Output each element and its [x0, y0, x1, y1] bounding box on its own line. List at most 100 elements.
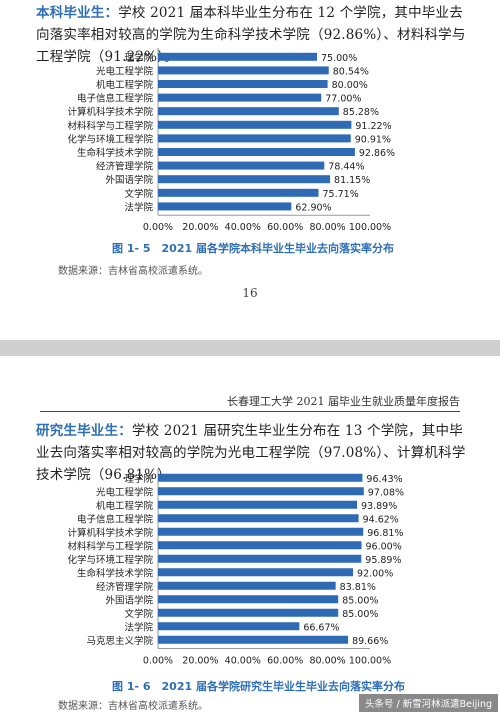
report-page-bottom: 长春理工大学 2021 届毕业生就业质量年度报告 研究生毕业生：学校 2021 … — [0, 356, 500, 714]
grad-chart-caption: 图 1- 6 2021 届各学院研究生毕业生毕业去向落实率分布 — [112, 680, 405, 693]
category-label: 生命科学技术学院 — [77, 567, 154, 579]
value-label: 78.44% — [328, 162, 364, 173]
x-tick-label: 100.00% — [349, 222, 391, 233]
value-label: 85.00% — [342, 595, 378, 606]
value-label: 85.28% — [343, 107, 379, 118]
category-label: 文学院 — [124, 608, 153, 620]
x-tick-label: 20.00% — [182, 222, 218, 233]
grad-lead: 研究生毕业生： — [36, 423, 132, 439]
bar — [158, 188, 319, 197]
grad-paragraph: 研究生毕业生：学校 2021 届研究生毕业生分布在 13 个学院，其中毕业去向落… — [36, 420, 476, 486]
value-label: 95.89% — [365, 555, 401, 566]
undergrad-chart-caption: 图 1- 5 2021 届各学院本科毕业生毕业去向落实率分布 — [112, 242, 394, 255]
page-number: 16 — [242, 286, 258, 300]
value-label: 92.86% — [359, 148, 395, 159]
bar — [158, 148, 355, 156]
bar — [158, 608, 339, 617]
value-label: 80.54% — [333, 66, 369, 77]
value-label: 85.00% — [342, 609, 378, 620]
undergrad-bar-chart: 理学院 75.00% 光电工程学院 80.54% 机电工程学院 80.00% 电子信息工程学… — [67, 48, 395, 233]
bar — [158, 635, 349, 644]
category-label: 机电工程学院 — [96, 79, 154, 91]
x-tick-label: 60.00% — [267, 656, 303, 667]
value-label: 96.81% — [367, 528, 403, 539]
bar — [158, 595, 339, 604]
category-label: 理学院 — [124, 473, 153, 485]
grad-bar-chart: 理学院 96.43% 光电工程学院 97.08% 机电工程学院 93.89% 电子信息工程学… — [67, 469, 404, 667]
x-tick-label: 20.00% — [182, 656, 218, 667]
category-label: 生命科学技术学院 — [77, 147, 154, 159]
bar — [158, 120, 352, 129]
bar — [158, 473, 363, 482]
bar — [158, 134, 351, 143]
x-tick-label: 80.00% — [309, 656, 345, 667]
value-label: 93.89% — [361, 501, 397, 512]
value-label: 75.71% — [323, 189, 359, 200]
value-label: 80.00% — [332, 80, 368, 91]
category-label: 材料科学与工程学院 — [67, 120, 153, 132]
bar — [158, 541, 362, 550]
value-label: 96.43% — [366, 474, 402, 485]
bar — [158, 80, 328, 88]
value-label: 94.62% — [363, 514, 399, 525]
x-tick-label: 40.00% — [225, 656, 261, 667]
bar — [158, 66, 329, 75]
category-label: 马克思主义学院 — [86, 635, 153, 647]
value-label: 83.81% — [340, 582, 376, 593]
category-label: 材料科学与工程学院 — [67, 540, 153, 552]
category-label: 经济管理学院 — [96, 161, 154, 173]
value-label: 96.00% — [366, 541, 402, 552]
value-label: 81.15% — [334, 175, 370, 186]
category-label: 电子信息工程学院 — [77, 513, 154, 525]
page-gap — [0, 340, 500, 356]
category-label: 电子信息工程学院 — [77, 93, 154, 105]
category-label: 理学院 — [124, 52, 153, 64]
category-label: 计算机科学技术学院 — [67, 527, 153, 539]
x-tick-label: 100.00% — [349, 656, 391, 667]
bar — [158, 568, 354, 577]
report-header: 长春理工大学 2021 届毕业生就业质量年度报告 — [227, 395, 460, 408]
category-label: 光电工程学院 — [96, 486, 154, 498]
value-label: 62.90% — [295, 202, 331, 213]
category-label: 外国语学院 — [105, 594, 153, 606]
header-rule — [40, 411, 460, 412]
bar — [158, 500, 358, 509]
bar — [158, 527, 364, 536]
undergrad-body: 学校 2021 届本科毕业生分布在 12 个学院，其中毕业去向落实率相对较高的学… — [36, 5, 466, 65]
value-label: 91.22% — [355, 121, 391, 132]
category-label: 法学院 — [124, 621, 153, 633]
undergrad-data-source: 数据来源：吉林省高校派遣系统。 — [58, 266, 208, 277]
category-label: 文学院 — [124, 188, 153, 200]
undergrad-paragraph: 本科毕业生：学校 2021 届本科毕业生分布在 12 个学院，其中毕业去向落实率… — [36, 2, 476, 68]
bar — [158, 487, 364, 496]
bar — [158, 52, 317, 61]
bar — [158, 175, 331, 184]
bar — [158, 107, 339, 116]
category-label: 机电工程学院 — [96, 500, 154, 512]
x-tick-label: 0.00% — [143, 656, 173, 667]
bar — [158, 622, 300, 631]
bar — [158, 514, 359, 523]
x-tick-label: 0.00% — [143, 222, 173, 233]
category-label: 外国语学院 — [105, 174, 153, 186]
category-label: 经济管理学院 — [96, 581, 154, 593]
value-label: 97.08% — [368, 487, 404, 498]
category-label: 法学院 — [124, 201, 153, 213]
bar — [158, 93, 322, 102]
value-label: 92.00% — [357, 568, 393, 579]
watermark: 头条号 / 新雪河林派遣Beijing — [358, 694, 498, 712]
bar — [158, 581, 336, 590]
value-label: 75.00% — [321, 53, 357, 64]
undergrad-lead: 本科毕业生： — [36, 5, 119, 21]
grad-body: 学校 2021 届研究生毕业生分布在 13 个学院，其中毕业去向落实率相对较高的… — [36, 423, 466, 483]
value-label: 66.67% — [303, 622, 339, 633]
category-label: 计算机科学技术学院 — [67, 106, 153, 118]
bar — [158, 161, 325, 170]
x-tick-label: 40.00% — [225, 222, 261, 233]
x-tick-label: 80.00% — [309, 222, 345, 233]
category-label: 化学与环境工程学院 — [67, 133, 153, 145]
bar — [158, 202, 292, 211]
value-label: 90.91% — [355, 134, 391, 145]
category-label: 光电工程学院 — [96, 65, 154, 77]
bar — [158, 554, 362, 563]
